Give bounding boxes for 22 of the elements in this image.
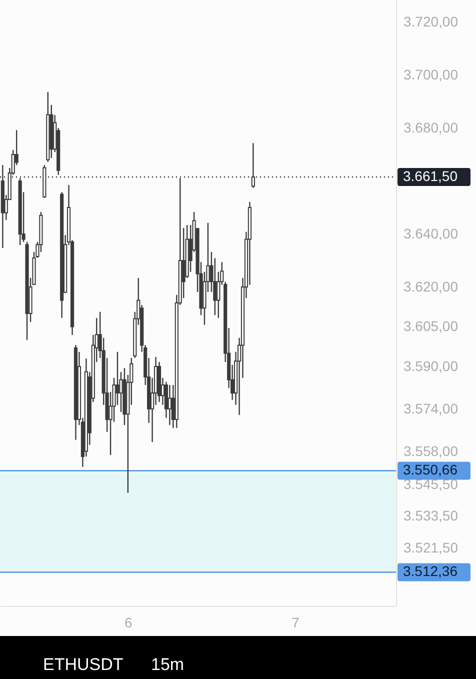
ref-line-label: 3.661,50 [403, 168, 458, 184]
y-tick-label: 3.680,00 [404, 119, 458, 136]
candlestick [116, 351, 120, 406]
text: ETHUSDT [43, 655, 124, 674]
y-tick-label: 3.640,00 [404, 225, 458, 242]
text: 15m [151, 655, 184, 674]
y-tick-label: 3.574,00 [404, 400, 458, 416]
y-tick-label: 3.605,00 [404, 318, 458, 334]
candlestick [168, 384, 172, 426]
ref-line-label: 3.550,66 [403, 462, 458, 478]
x-tick-label: 7 [292, 614, 300, 630]
y-tick-label: 3.590,00 [404, 358, 458, 374]
ref-line-label: 3.512,36 [403, 563, 458, 580]
y-tick-label: 3.620,00 [404, 278, 458, 294]
y-tick-label: 3.720,00 [404, 13, 458, 30]
y-tick-label: 3.533,50 [404, 508, 458, 524]
y-tick-label: 3.521,50 [404, 539, 458, 556]
candlestick [251, 142, 255, 188]
x-tick-label: 6 [124, 614, 133, 630]
y-tick-label: 3.558,00 [404, 442, 458, 459]
y-tick-label: 3.700,00 [404, 66, 458, 82]
y-tick-label: 3.545,50 [404, 476, 458, 492]
